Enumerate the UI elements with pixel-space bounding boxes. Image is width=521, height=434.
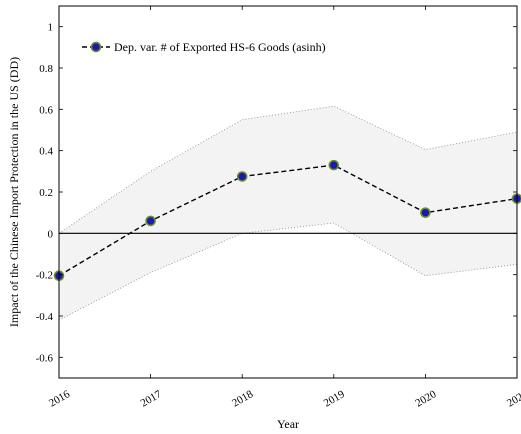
x-axis-label: Year [277, 417, 299, 431]
y-tick-label: -0.2 [36, 270, 53, 282]
y-tick-label: 0 [48, 228, 54, 240]
legend: Dep. var. # of Exported HS-6 Goods (asin… [82, 40, 326, 54]
y-tick-label: 1 [48, 22, 54, 34]
x-tick-label: 2019 [322, 388, 347, 410]
confidence-band-area [59, 106, 517, 321]
y-tick-label: 0.8 [39, 63, 53, 75]
y-tick-label: 0.2 [39, 187, 53, 199]
data-point-2020 [420, 207, 431, 218]
series-group [53, 159, 521, 282]
x-tick-label: 2018 [230, 388, 255, 410]
y-axis: -0.6 -0.4 -0.2 0 0.2 0.4 0.6 0.8 1 [36, 22, 517, 364]
confidence-band-group [58, 105, 518, 321]
series-line [58, 164, 518, 277]
y-tick-label: -0.6 [36, 352, 54, 364]
x-tick-label: 2020 [413, 388, 438, 410]
data-point-2019 [328, 159, 340, 171]
x-tick-label: 2021 [505, 388, 521, 409]
x-tick-label: 2016 [47, 388, 72, 410]
x-tick-label: 2017 [139, 388, 164, 410]
y-tick-label: -0.4 [36, 311, 54, 323]
data-point-2017 [145, 215, 156, 227]
y-tick-label: 0.6 [39, 104, 53, 116]
y-tick-label: 0.4 [39, 146, 53, 158]
legend-marker [90, 41, 102, 53]
legend-label: Dep. var. # of Exported HS-6 Goods (asin… [114, 40, 326, 54]
y-axis-label: Impact of the Chinese Import Protection … [7, 57, 21, 327]
data-point-2018 [236, 171, 248, 182]
